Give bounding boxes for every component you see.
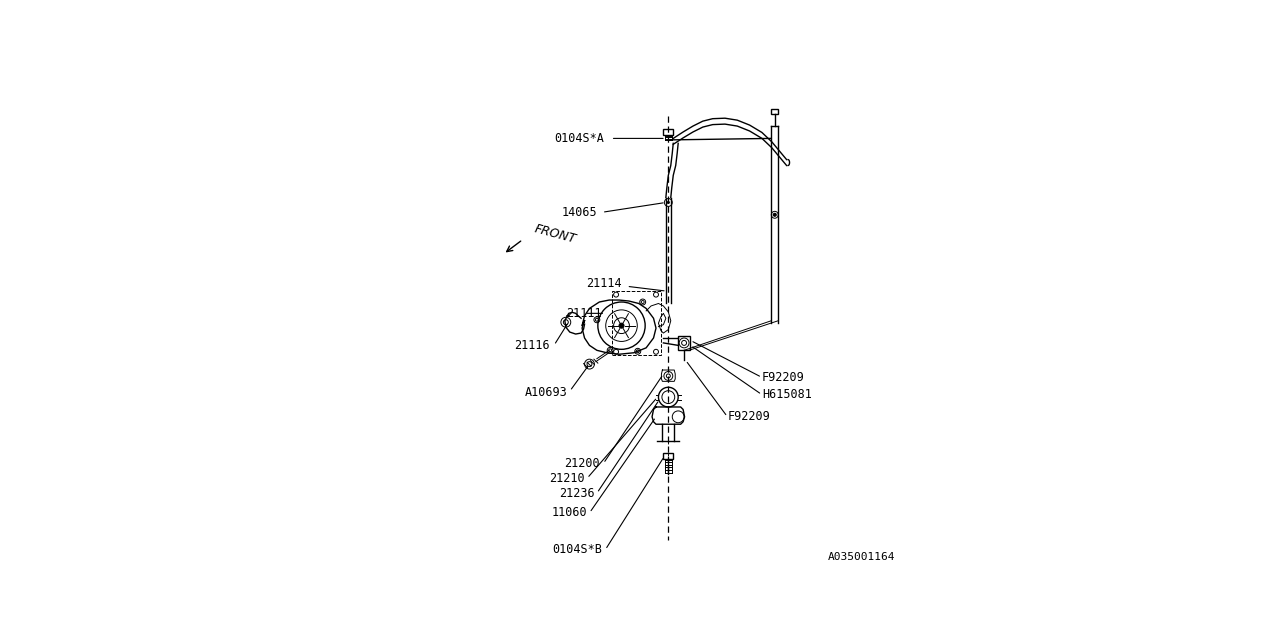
Text: 21236: 21236 <box>559 486 594 500</box>
FancyBboxPatch shape <box>663 129 673 135</box>
Text: H615081: H615081 <box>762 388 812 401</box>
Text: F92209: F92209 <box>762 371 805 384</box>
Text: F92209: F92209 <box>727 410 771 423</box>
Circle shape <box>667 202 669 204</box>
Text: 21114: 21114 <box>586 277 622 291</box>
Circle shape <box>773 213 776 216</box>
FancyBboxPatch shape <box>663 453 673 459</box>
Text: A035001164: A035001164 <box>827 552 895 562</box>
Text: 21200: 21200 <box>563 457 599 470</box>
FancyBboxPatch shape <box>772 109 778 114</box>
Text: 21210: 21210 <box>549 472 585 485</box>
Text: 0104S*A: 0104S*A <box>554 132 604 145</box>
FancyBboxPatch shape <box>678 335 690 350</box>
Circle shape <box>620 323 623 328</box>
Text: 21111: 21111 <box>566 307 602 320</box>
Text: 14065: 14065 <box>561 206 596 219</box>
Text: 21116: 21116 <box>515 339 550 352</box>
Text: 0104S*B: 0104S*B <box>552 543 602 556</box>
Text: 11060: 11060 <box>552 506 588 520</box>
Text: FRONT: FRONT <box>532 223 577 246</box>
Text: A10693: A10693 <box>525 386 567 399</box>
